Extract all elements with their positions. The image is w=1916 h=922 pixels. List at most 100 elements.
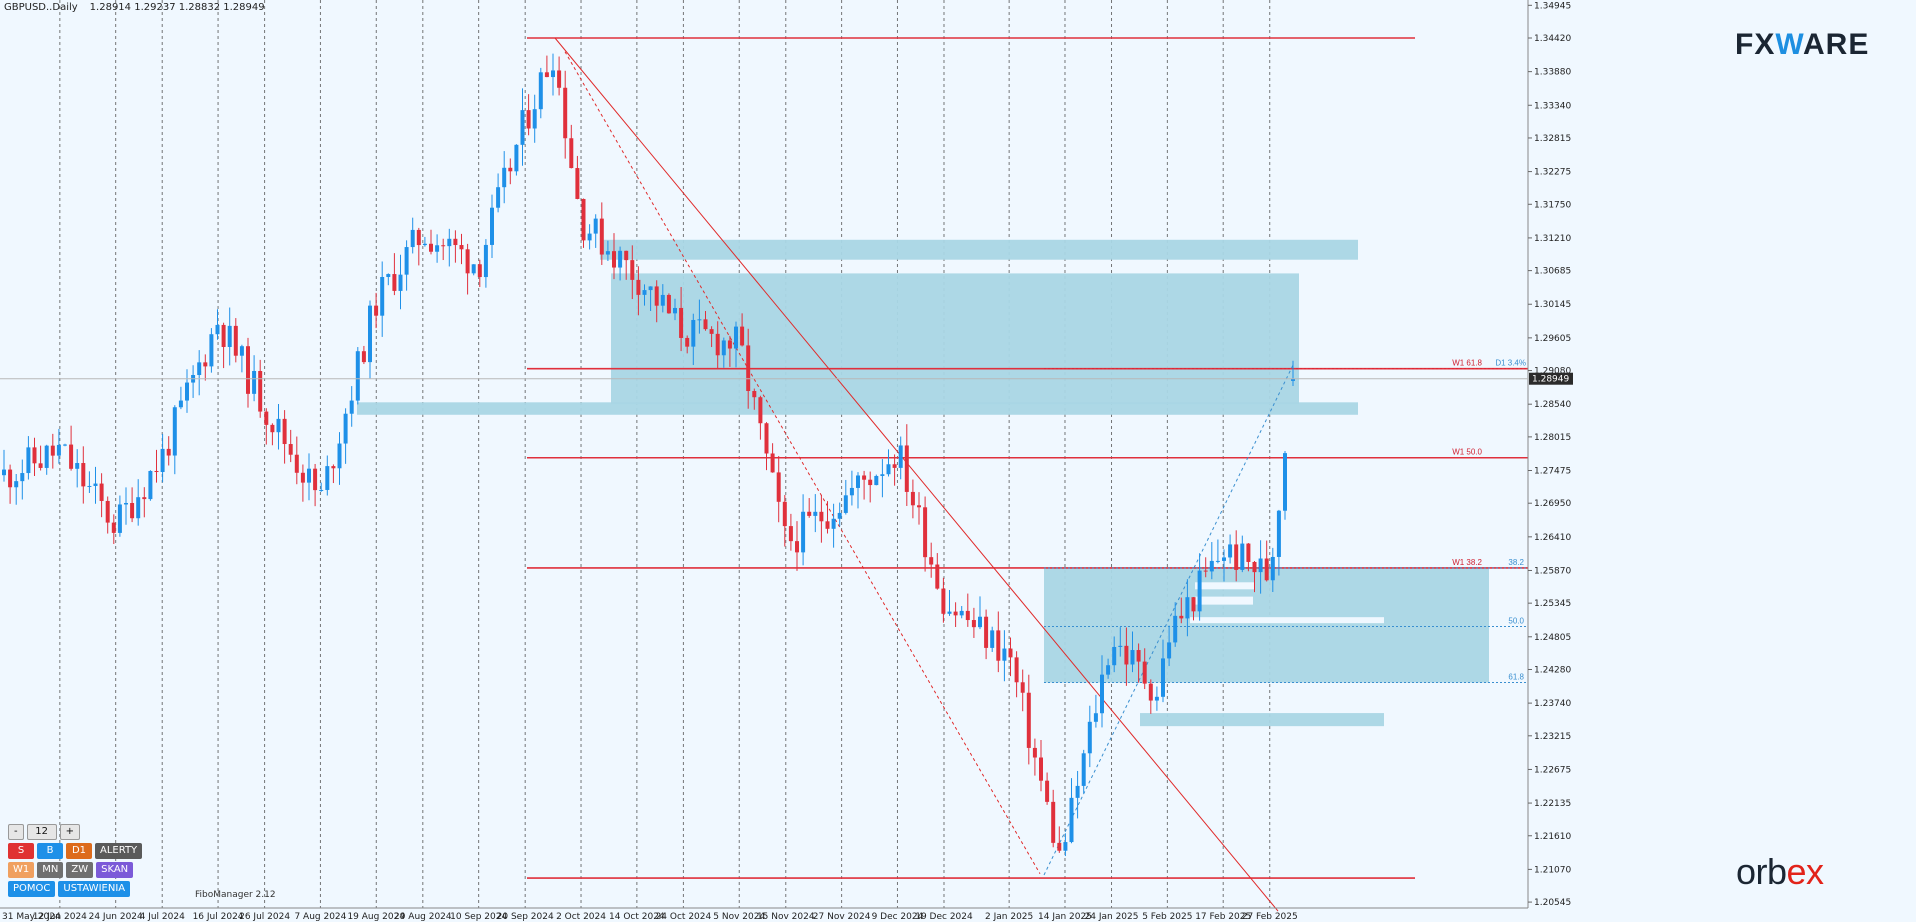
candle-body (8, 469, 13, 488)
candle-body (544, 72, 549, 78)
candle-body (904, 445, 909, 492)
candle-body (233, 325, 238, 356)
candle-body (807, 511, 812, 516)
price-tick-label: 1.27475 (1534, 467, 1571, 477)
candle-body (953, 611, 958, 616)
candle-body (502, 167, 507, 188)
candle-body (1057, 842, 1062, 851)
trend-line-dashed (1043, 362, 1295, 876)
candle-body (20, 473, 25, 482)
candle-body (1112, 646, 1117, 666)
candle-body (361, 351, 366, 363)
orbex-logo-right: ex (1786, 851, 1825, 892)
candle-body (447, 238, 452, 247)
candle-body (563, 87, 568, 139)
alerts-button[interactable]: ALERTY (95, 843, 143, 859)
count-field[interactable]: 12 (26, 824, 57, 840)
candle-body (514, 144, 519, 172)
candle-body (44, 445, 49, 468)
candle-body (264, 411, 269, 425)
candle-body (929, 557, 934, 565)
candle-body (404, 247, 409, 275)
buy-button[interactable]: B (37, 843, 63, 859)
level-label-w1-50: W1 50.0 (1452, 448, 1482, 457)
price-tick-label: 1.32275 (1534, 168, 1571, 178)
candle-body (593, 218, 598, 234)
candle-body (1014, 657, 1019, 683)
candle-body (246, 346, 250, 394)
trend-lines (554, 37, 1295, 912)
candle-body (575, 168, 580, 199)
candle-body (160, 448, 165, 473)
candle-body (392, 274, 397, 291)
price-tick-label: 1.33880 (1534, 68, 1571, 78)
candle-body (105, 500, 110, 523)
mn-button[interactable]: MN (37, 862, 64, 878)
price-tick-label: 1.30145 (1534, 300, 1571, 310)
orbex-logo: orbex (1736, 851, 1824, 893)
candle-body (947, 611, 952, 614)
zone-rect (1044, 567, 1489, 683)
candle-body (349, 400, 354, 414)
price-tick-label: 1.26950 (1534, 499, 1571, 509)
candle-body (892, 464, 897, 468)
decrease-button[interactable]: - (8, 824, 24, 840)
price-tick-label: 1.23740 (1534, 699, 1571, 709)
date-tick-label: 26 Jul 2024 (239, 912, 290, 922)
date-tick-label: 19 Dec 2024 (915, 912, 973, 922)
candle-body (630, 260, 635, 280)
settings-button[interactable]: USTAWIENIA (58, 881, 131, 897)
zw-button[interactable]: ZW (66, 862, 94, 878)
vertical-grid (59, 0, 1271, 908)
candle-body (996, 630, 1001, 661)
date-tick-label: 14 Jan 2025 (1038, 912, 1092, 922)
candle-body (331, 466, 336, 469)
candle-body (1026, 692, 1031, 748)
candle-body (1185, 597, 1190, 619)
date-tick-label: 24 Jun 2024 (89, 912, 143, 922)
price-tick-label: 1.24805 (1534, 633, 1571, 643)
price-tick-label: 1.34945 (1534, 1, 1571, 11)
horizontal-levels (527, 37, 1528, 879)
candle-body (819, 511, 824, 522)
candle-body (764, 423, 769, 454)
candle-body (801, 511, 806, 553)
help-button[interactable]: POMOC (8, 881, 56, 897)
candle-body (154, 470, 159, 473)
fxware-logo: FXWARE (1735, 28, 1869, 62)
candle-body (1173, 615, 1178, 643)
w1-button[interactable]: W1 (8, 862, 35, 878)
date-tick-label: 20 Sep 2024 (497, 912, 554, 922)
candle-body (282, 418, 287, 445)
sell-button[interactable]: S (8, 843, 34, 859)
candle-body (477, 264, 482, 278)
level-label-w1-618: W1 61.8 (1452, 359, 1482, 368)
candle-body (14, 481, 19, 488)
candle-body (1222, 557, 1226, 561)
candle-body (569, 138, 574, 169)
candle-body (178, 400, 183, 408)
candle-body (1276, 510, 1281, 557)
candle-body (172, 407, 177, 456)
candle-body (874, 475, 879, 486)
candle-body (1075, 785, 1080, 798)
scan-button[interactable]: SKAN (96, 862, 134, 878)
candle-body (1063, 842, 1068, 851)
price-tick-label: 1.34420 (1534, 34, 1571, 44)
increase-button[interactable]: + (59, 824, 80, 840)
supply-demand-zones (357, 239, 1489, 727)
price-tick-label: 1.25345 (1534, 599, 1571, 609)
candle-body (294, 454, 299, 473)
candle-body (740, 326, 745, 346)
zone-gap (1190, 617, 1384, 624)
candle-body (679, 307, 684, 338)
candle-body (124, 502, 128, 505)
candle-body (1252, 561, 1257, 573)
candle-body (75, 463, 80, 469)
candle-body (1240, 543, 1245, 570)
d1-button[interactable]: D1 (66, 843, 92, 859)
orbex-logo-left: orb (1736, 851, 1787, 892)
candle-body (965, 610, 970, 621)
